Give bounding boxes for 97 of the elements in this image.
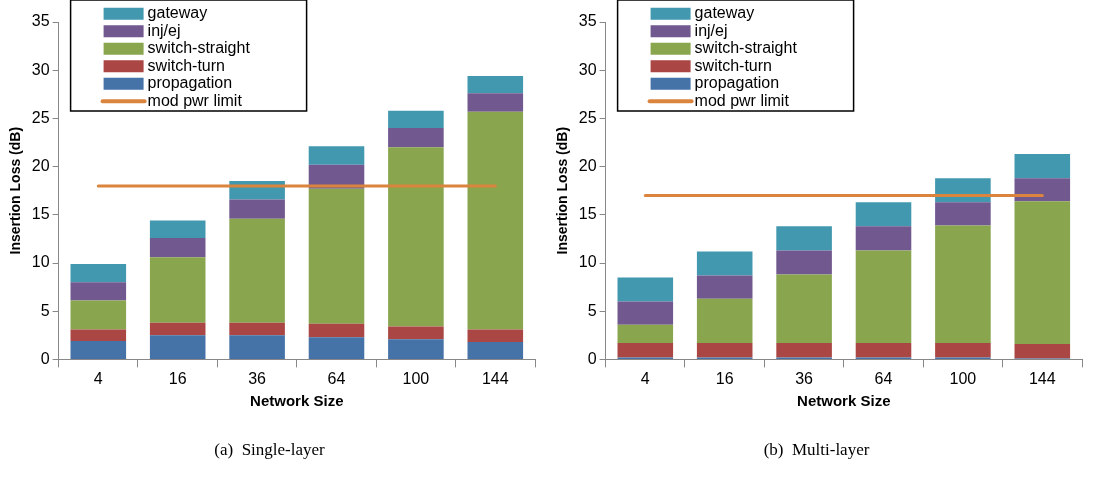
bar — [308, 146, 365, 165]
y-tick-label: 25 — [31, 108, 50, 126]
bar — [855, 202, 912, 227]
y-axis-title: Insertion Loss (dB) — [7, 126, 24, 255]
legend-label: inj/ej — [694, 21, 728, 39]
bar — [855, 250, 912, 344]
bar — [149, 335, 206, 359]
legend-label: switch-straight — [694, 39, 798, 57]
bar — [855, 343, 912, 358]
bar — [149, 322, 206, 336]
legend-label: mod pwr limit — [147, 91, 243, 109]
y-tick-label: 10 — [31, 253, 50, 271]
legend-label: propagation — [694, 74, 780, 92]
bar — [855, 226, 912, 251]
x-axis-title: Network Size — [797, 391, 891, 409]
bar — [70, 329, 127, 342]
bar — [776, 250, 832, 275]
bar — [388, 147, 444, 327]
bar — [388, 110, 444, 129]
bar — [229, 335, 285, 359]
bar — [388, 339, 444, 359]
text: (b) Multi-layer — [763, 440, 870, 460]
x-tick-label: 64 — [327, 370, 346, 388]
bar — [149, 237, 206, 258]
y-tick-label: 15 — [578, 205, 597, 223]
legend-label: switch-turn — [694, 56, 772, 74]
y-tick-label: 30 — [578, 60, 597, 78]
bar — [696, 298, 753, 344]
y-axis-title: Insertion Loss (dB) — [554, 126, 571, 255]
text: (a) Single-layer — [214, 440, 326, 460]
y-tick-label: 5 — [587, 301, 597, 319]
legend-label: inj/ej — [147, 21, 181, 39]
x-tick-label: 100 — [949, 370, 977, 388]
bar — [308, 188, 365, 324]
bar — [467, 329, 524, 343]
bar — [696, 251, 753, 276]
x-tick-label: 4 — [93, 370, 103, 388]
legend-label: switch-straight — [147, 39, 251, 57]
x-tick-label: 100 — [402, 370, 430, 388]
bar — [1014, 178, 1071, 202]
x-tick-label: 64 — [874, 370, 893, 388]
legend-label: switch-turn — [147, 56, 225, 74]
x-tick-label: 4 — [640, 370, 650, 388]
bar — [776, 343, 832, 358]
bar — [70, 282, 127, 301]
bar — [776, 274, 832, 344]
bar — [467, 111, 524, 330]
y-tick-label: 15 — [31, 205, 50, 223]
bar — [617, 277, 674, 302]
legend-label: mod pwr limit — [694, 91, 790, 109]
bar — [229, 218, 285, 323]
bar — [935, 225, 991, 344]
bar — [617, 343, 674, 358]
bar — [308, 323, 365, 338]
bar — [617, 301, 674, 325]
bar — [1014, 154, 1071, 179]
y-tick-label: 0 — [40, 349, 50, 367]
bar — [229, 199, 285, 219]
bar — [467, 75, 524, 94]
x-tick-label: 144 — [1028, 370, 1056, 388]
x-tick-label: 36 — [795, 370, 814, 388]
x-axis-title: Network Size — [250, 391, 344, 409]
bar — [70, 341, 127, 359]
x-tick-label: 36 — [248, 370, 267, 388]
bar — [308, 337, 365, 359]
bar — [617, 324, 674, 344]
bar — [149, 257, 206, 323]
y-tick-label: 0 — [587, 349, 597, 367]
bar — [1014, 343, 1071, 359]
legend-label: gateway — [147, 4, 208, 22]
y-tick-label: 25 — [578, 108, 597, 126]
y-tick-label: 35 — [578, 12, 597, 30]
y-tick-label: 10 — [578, 253, 597, 271]
bar — [935, 202, 991, 226]
x-tick-label: 144 — [481, 370, 509, 388]
x-tick-label: 16 — [168, 370, 187, 388]
bar — [388, 128, 444, 148]
bar — [388, 326, 444, 340]
y-tick-label: 35 — [31, 12, 50, 30]
bar — [149, 220, 206, 238]
bar — [467, 342, 524, 359]
y-tick-label: 20 — [578, 157, 597, 175]
bar — [467, 93, 524, 112]
bar — [70, 300, 127, 330]
bar — [696, 275, 753, 299]
bar — [696, 343, 753, 358]
bar — [70, 263, 127, 283]
legend-label: propagation — [147, 74, 233, 92]
y-tick-label: 20 — [31, 157, 50, 175]
legend-label: gateway — [694, 4, 755, 22]
y-tick-label: 30 — [31, 60, 50, 78]
bar — [1014, 201, 1071, 344]
x-tick-label: 16 — [715, 370, 734, 388]
bar — [776, 226, 832, 251]
bar — [935, 343, 991, 358]
bar — [229, 322, 285, 336]
y-tick-label: 5 — [40, 301, 50, 319]
